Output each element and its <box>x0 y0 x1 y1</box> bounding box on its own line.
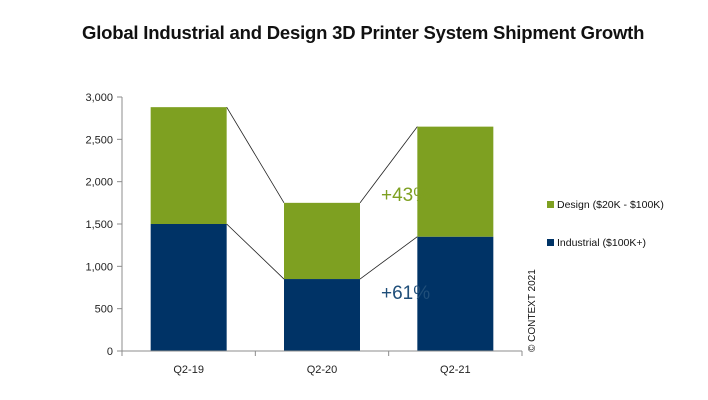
legend-swatch <box>547 239 554 246</box>
x-tick-label: Q2-20 <box>307 364 338 376</box>
y-tick-label: 1,500 <box>85 219 113 231</box>
y-tick-label: 2,000 <box>85 177 113 189</box>
y-tick-label: 500 <box>95 304 113 316</box>
legend: Design ($20K - $100K) Industrial ($100K+) <box>547 199 664 249</box>
x-tick-label: Q2-21 <box>440 364 471 376</box>
bar-segment <box>284 279 360 351</box>
x-tick-label: Q2-19 <box>173 364 204 376</box>
y-tick-label: 3,000 <box>85 92 113 104</box>
growth-annotation: +61% <box>381 283 430 304</box>
bar-segment <box>417 236 494 351</box>
connector-lines <box>226 106 418 280</box>
bar-segment <box>150 224 227 351</box>
growth-annotation: +43% <box>381 185 430 206</box>
connector-line <box>226 223 285 280</box>
bar-segment <box>284 202 360 280</box>
connector-line <box>359 236 418 280</box>
y-tick-label: 1,000 <box>85 261 113 273</box>
y-axis: 0 500 1,000 1,500 2,000 2,500 3,000 <box>85 92 123 358</box>
connector-line <box>226 106 285 204</box>
legend-swatch <box>547 201 554 208</box>
copyright-note: © CONTEXT 2021 <box>527 269 538 352</box>
legend-label: Design ($20K - $100K) <box>557 199 664 211</box>
y-tick-label: 2,500 <box>85 134 113 146</box>
connector-line <box>359 126 418 204</box>
x-axis: Q2-19 Q2-20 Q2-21 <box>121 350 523 376</box>
annotations: +43% +61% <box>381 185 430 304</box>
y-tick-label: 0 <box>107 346 113 358</box>
bar-segment <box>150 107 227 224</box>
bars <box>150 107 494 351</box>
legend-label: Industrial ($100K+) <box>557 237 646 249</box>
chart-title: Global Industrial and Design 3D Printer … <box>82 22 645 43</box>
bar-segment <box>417 126 494 237</box>
